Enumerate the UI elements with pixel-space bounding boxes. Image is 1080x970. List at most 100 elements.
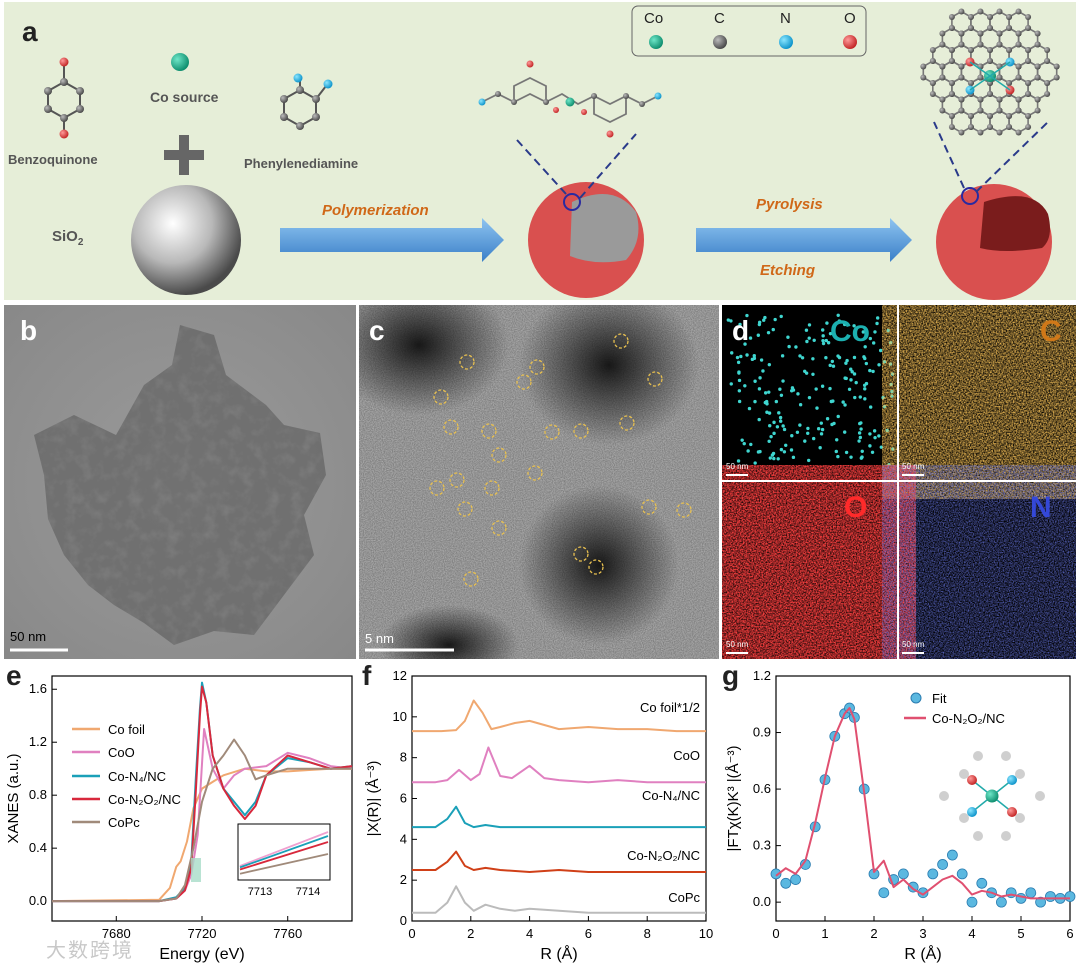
fit-point	[966, 896, 978, 908]
co-dot	[749, 442, 753, 447]
co-dot	[794, 345, 798, 349]
co-dot	[882, 360, 887, 364]
panel-a-label: a	[22, 16, 38, 47]
co-dot	[771, 451, 776, 456]
carbon-atom	[939, 107, 946, 114]
carbon-atom	[958, 96, 965, 103]
x-axis-label: R (Å)	[540, 944, 577, 963]
y-axis-label: XANES (a.u.)	[5, 753, 22, 843]
co-dot	[879, 445, 884, 449]
series-label: CoPc	[668, 890, 700, 905]
carbon-atom	[1034, 96, 1041, 103]
co-dot	[757, 322, 762, 327]
polymerization-label: Polymerization	[322, 202, 429, 219]
co-dot	[781, 379, 785, 383]
y-tick-label: 1.2	[29, 734, 47, 749]
single-atom-circle	[529, 359, 545, 375]
carbon-atom	[1025, 113, 1032, 119]
legend-c-label: C	[714, 10, 725, 27]
carbon-atom	[948, 80, 955, 86]
co-dot	[886, 328, 890, 333]
carbon-atom	[987, 25, 993, 31]
carbon-atom	[1006, 47, 1013, 53]
carbon-atom	[1025, 25, 1032, 31]
co-dot	[803, 439, 807, 443]
co-dot	[868, 432, 872, 436]
x-axis-label: R (Å)	[904, 944, 941, 963]
carbon-atom	[958, 107, 965, 114]
carbon-atom	[1015, 41, 1022, 48]
single-atom-circle	[647, 371, 663, 387]
co-dot	[772, 456, 776, 461]
y-tick-label: 0.0	[753, 894, 771, 909]
co-dot	[743, 384, 747, 388]
carbon-atom	[939, 63, 946, 70]
co-source-label: Co source	[150, 89, 219, 105]
co-dot	[871, 341, 876, 345]
inset-carbon	[1015, 769, 1025, 779]
carbon-atom	[958, 41, 965, 48]
inset-tick-label: 7714	[296, 886, 320, 898]
series-label: Co-N₄/NC	[642, 788, 700, 803]
carbon-atom	[1015, 8, 1022, 15]
carbon-atom	[948, 124, 955, 130]
co-dot	[778, 415, 783, 420]
carbon-atom	[987, 91, 993, 97]
co-dot	[870, 450, 875, 454]
co-dot	[847, 387, 852, 392]
y-tick-label: 12	[393, 668, 407, 683]
co-dot	[852, 324, 856, 328]
inset-carbon	[939, 791, 949, 801]
series-line	[412, 746, 706, 784]
y-tick-label: 1.2	[753, 668, 771, 683]
fit-point	[956, 868, 968, 880]
panel-b-label: b	[20, 315, 38, 346]
co-dot	[745, 313, 749, 318]
benzoquinone-label: Benzoquinone	[8, 152, 98, 167]
co-dot	[830, 422, 834, 427]
single-atom-circle	[481, 423, 497, 439]
co-dot	[842, 430, 847, 434]
co-source-atom	[171, 53, 189, 71]
single-atom-circle	[457, 501, 473, 517]
carbon-atom	[1034, 107, 1041, 114]
co-dot	[763, 315, 767, 320]
legend-o-atom	[843, 35, 857, 49]
co-dot	[758, 376, 762, 380]
fit-point	[937, 859, 949, 870]
co-dot	[739, 354, 743, 359]
series-label: Co foil*1/2	[640, 700, 700, 715]
co-dot	[807, 395, 812, 400]
co-dot	[890, 389, 894, 394]
carbon-atom	[1006, 124, 1013, 130]
co-dot	[798, 403, 803, 407]
map-o-scale: 50 nm	[726, 640, 749, 649]
co-dot	[828, 386, 832, 391]
co-dot	[729, 319, 733, 323]
co-dot	[885, 428, 889, 433]
inset-nitrogen	[1007, 775, 1017, 785]
fit-point	[927, 868, 939, 880]
eds-maps	[722, 305, 1076, 659]
carbon-atom	[958, 74, 965, 81]
carbon-atom	[1006, 25, 1013, 31]
carbon-atom	[986, 47, 993, 53]
carbon-atom	[1025, 80, 1032, 86]
co-dot	[857, 431, 862, 435]
series-line	[52, 738, 352, 903]
series-line	[775, 707, 1070, 900]
co-dot	[779, 314, 783, 319]
single-atom-circle	[459, 354, 475, 370]
co-dot	[762, 318, 766, 322]
panel-f-label: f	[362, 660, 372, 691]
x-tick-label: 1	[821, 926, 828, 941]
carbon-atom	[1044, 80, 1051, 86]
single-atom-circle	[544, 424, 560, 440]
co-dot	[877, 363, 881, 367]
co-dot	[888, 341, 893, 345]
co-dot	[759, 358, 764, 362]
carbon-atom	[1034, 41, 1041, 48]
y-tick-label: 10	[393, 709, 407, 724]
fit-point	[976, 877, 988, 889]
polymer-coated-sphere	[516, 133, 644, 298]
